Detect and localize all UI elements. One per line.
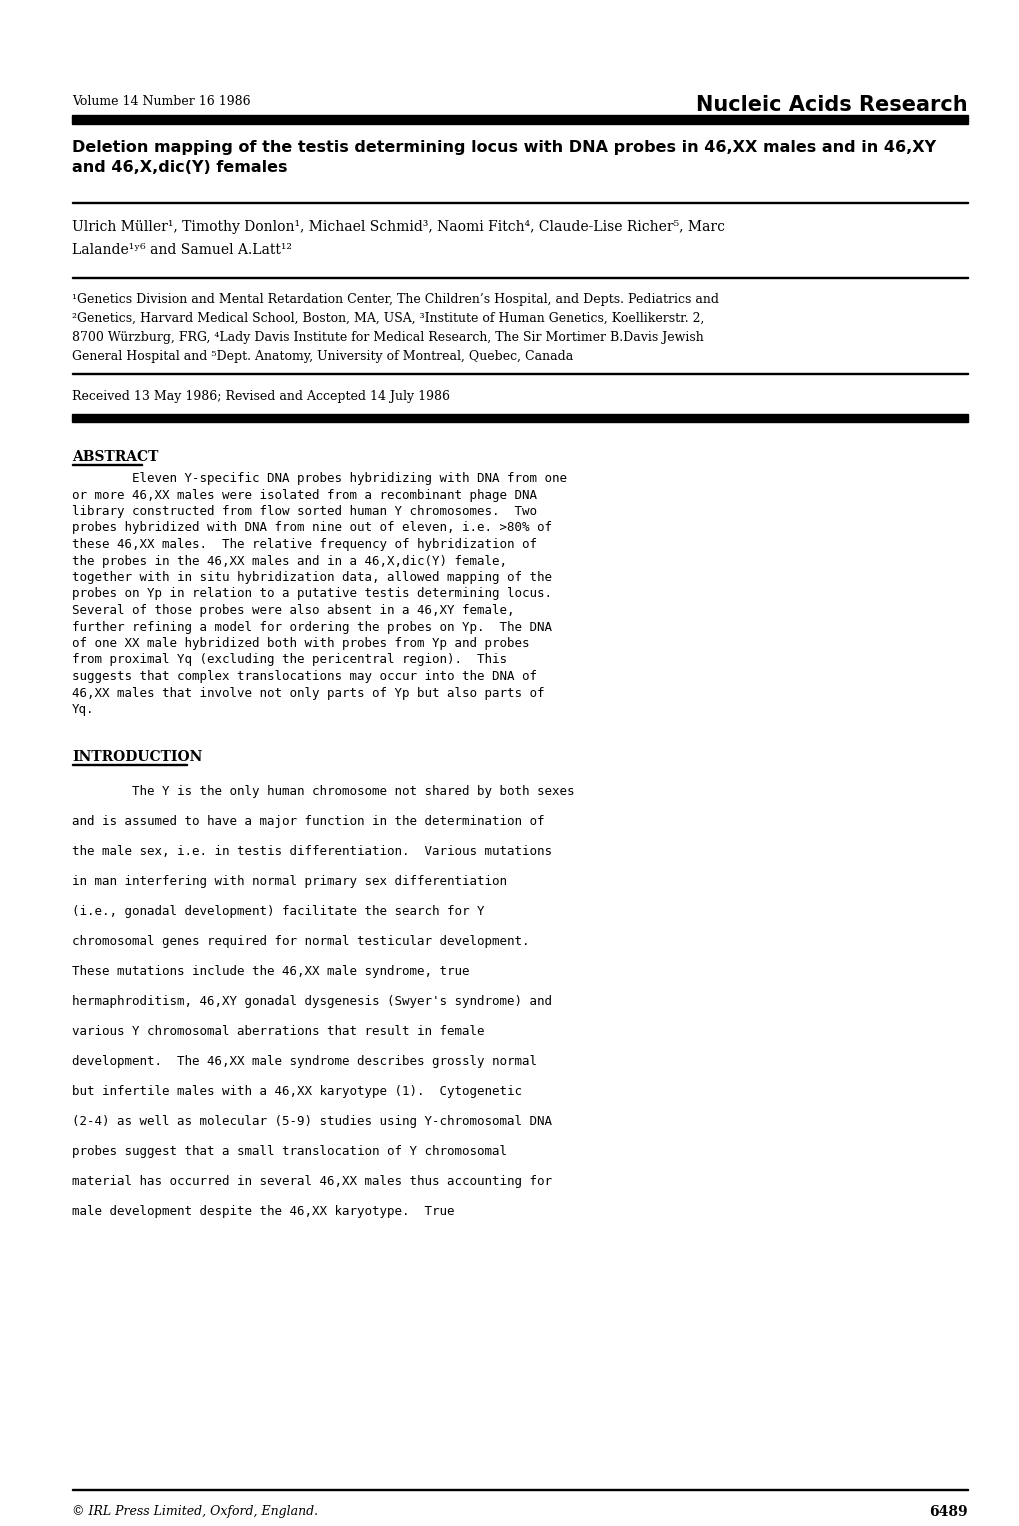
Text: Several of those probes were also absent in a 46,XY female,: Several of those probes were also absent… (72, 604, 514, 617)
Text: the probes in the 46,XX males and in a 46,X,dic(Y) female,: the probes in the 46,XX males and in a 4… (72, 554, 506, 568)
Text: together with in situ hybridization data, allowed mapping of the: together with in situ hybridization data… (72, 571, 551, 584)
Text: hermaphroditism, 46,XY gonadal dysgenesis (Swyer's syndrome) and: hermaphroditism, 46,XY gonadal dysgenesi… (72, 995, 551, 1009)
Text: Received 13 May 1986; Revised and Accepted 14 July 1986: Received 13 May 1986; Revised and Accept… (72, 391, 449, 403)
Text: Lalande¹ʸ⁶ and Samuel A.Latt¹²: Lalande¹ʸ⁶ and Samuel A.Latt¹² (72, 243, 291, 256)
Text: material has occurred in several 46,XX males thus accounting for: material has occurred in several 46,XX m… (72, 1175, 551, 1189)
Text: ²Genetics, Harvard Medical School, Boston, MA, USA, ³Institute of Human Genetics: ²Genetics, Harvard Medical School, Bosto… (72, 311, 704, 325)
Text: ABSTRACT: ABSTRACT (72, 450, 158, 464)
Text: 8700 Würzburg, FRG, ⁴Lady Davis Institute for Medical Research, The Sir Mortimer: 8700 Würzburg, FRG, ⁴Lady Davis Institut… (72, 331, 703, 343)
Text: chromosomal genes required for normal testicular development.: chromosomal genes required for normal te… (72, 935, 529, 948)
Text: various Y chromosomal aberrations that result in female: various Y chromosomal aberrations that r… (72, 1025, 484, 1038)
Text: suggests that complex translocations may occur into the DNA of: suggests that complex translocations may… (72, 670, 536, 684)
Text: © IRL Press Limited, Oxford, England.: © IRL Press Limited, Oxford, England. (72, 1505, 318, 1518)
Text: Nucleic Acids Research: Nucleic Acids Research (696, 95, 967, 114)
Text: INTRODUCTION: INTRODUCTION (72, 749, 202, 765)
Text: General Hospital and ⁵Dept. Anatomy, University of Montreal, Quebec, Canada: General Hospital and ⁵Dept. Anatomy, Uni… (72, 349, 573, 363)
Text: in man interfering with normal primary sex differentiation: in man interfering with normal primary s… (72, 874, 506, 888)
Text: 6489: 6489 (928, 1505, 967, 1518)
Text: Volume 14 Number 16 1986: Volume 14 Number 16 1986 (72, 95, 251, 108)
Text: library constructed from flow sorted human Y chromosomes.  Two: library constructed from flow sorted hum… (72, 505, 536, 517)
Bar (72, 414, 967, 423)
Bar (72, 114, 967, 124)
Text: Eleven Y-specific DNA probes hybridizing with DNA from one: Eleven Y-specific DNA probes hybridizing… (72, 472, 567, 485)
Text: (i.e., gonadal development) facilitate the search for Y: (i.e., gonadal development) facilitate t… (72, 905, 484, 919)
Text: Yq.: Yq. (72, 703, 95, 716)
Text: and is assumed to have a major function in the determination of: and is assumed to have a major function … (72, 815, 544, 829)
Text: These mutations include the 46,XX male syndrome, true: These mutations include the 46,XX male s… (72, 964, 469, 978)
Text: these 46,XX males.  The relative frequency of hybridization of: these 46,XX males. The relative frequenc… (72, 539, 536, 551)
Text: further refining a model for ordering the probes on Yp.  The DNA: further refining a model for ordering th… (72, 621, 551, 633)
Text: (2-4) as well as molecular (5-9) studies using Y-chromosomal DNA: (2-4) as well as molecular (5-9) studies… (72, 1116, 551, 1128)
Text: but infertile males with a 46,XX karyotype (1).  Cytogenetic: but infertile males with a 46,XX karyoty… (72, 1085, 522, 1099)
Text: Deletion mapping of the testis determining locus with DNA probes in 46,XX males : Deletion mapping of the testis determini… (72, 140, 935, 175)
Text: from proximal Yq (excluding the pericentral region).  This: from proximal Yq (excluding the pericent… (72, 653, 506, 667)
Text: of one XX male hybridized both with probes from Yp and probes: of one XX male hybridized both with prob… (72, 636, 529, 650)
Text: the male sex, i.e. in testis differentiation.  Various mutations: the male sex, i.e. in testis differentia… (72, 845, 551, 858)
Text: The Y is the only human chromosome not shared by both sexes: The Y is the only human chromosome not s… (72, 784, 574, 798)
Text: Ulrich Müller¹, Timothy Donlon¹, Michael Schmid³, Naomi Fitch⁴, Claude-Lise Rich: Ulrich Müller¹, Timothy Donlon¹, Michael… (72, 220, 725, 233)
Text: probes suggest that a small translocation of Y chromosomal: probes suggest that a small translocatio… (72, 1144, 506, 1158)
Text: 46,XX males that involve not only parts of Yp but also parts of: 46,XX males that involve not only parts … (72, 687, 544, 699)
Text: probes on Yp in relation to a putative testis determining locus.: probes on Yp in relation to a putative t… (72, 588, 551, 601)
Text: ¹Genetics Division and Mental Retardation Center, The Children’s Hospital, and D: ¹Genetics Division and Mental Retardatio… (72, 293, 718, 307)
Text: probes hybridized with DNA from nine out of eleven, i.e. >80% of: probes hybridized with DNA from nine out… (72, 522, 551, 534)
Text: or more 46,XX males were isolated from a recombinant phage DNA: or more 46,XX males were isolated from a… (72, 488, 536, 502)
Text: male development despite the 46,XX karyotype.  True: male development despite the 46,XX karyo… (72, 1206, 454, 1218)
Text: development.  The 46,XX male syndrome describes grossly normal: development. The 46,XX male syndrome des… (72, 1054, 536, 1068)
